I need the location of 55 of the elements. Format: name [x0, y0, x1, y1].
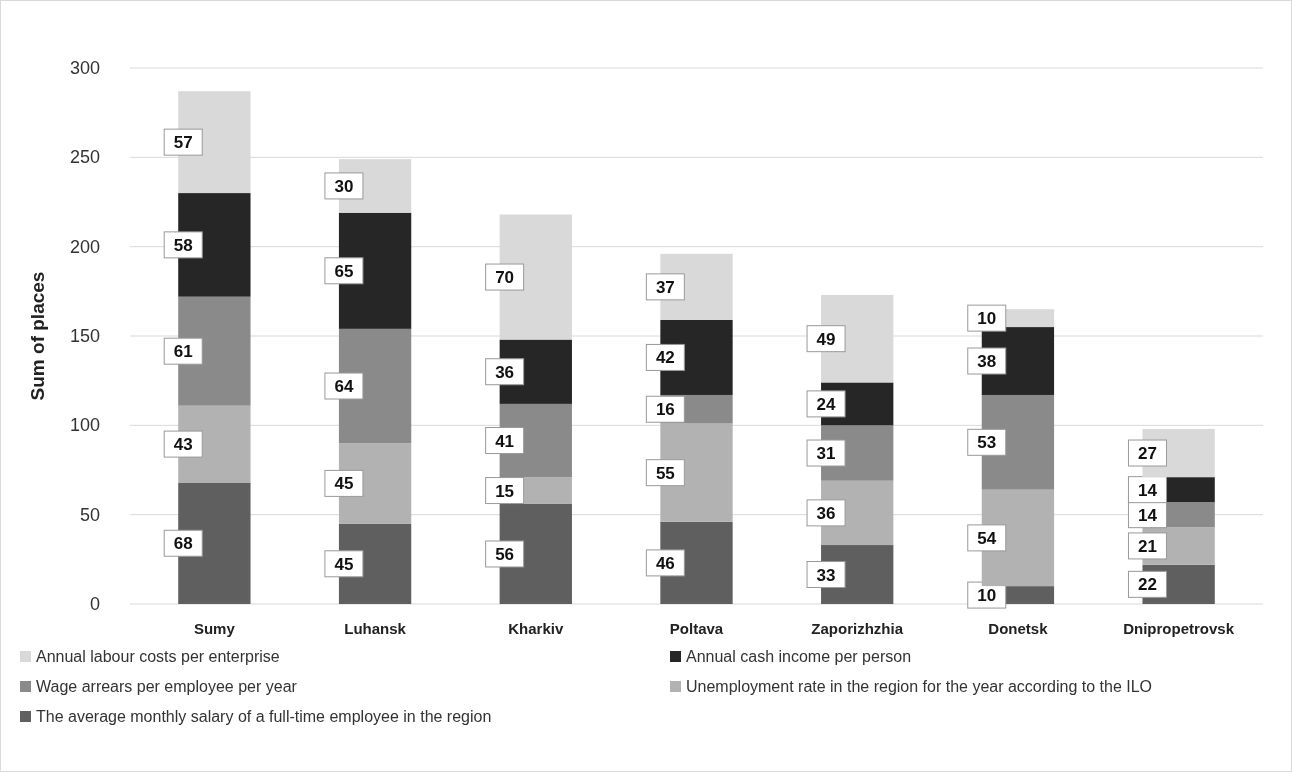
legend-label: The average monthly salary of a full-time employee in the region [36, 708, 492, 725]
x-tick-label: Dnipropetrovsk [1123, 620, 1235, 637]
y-tick-label: 250 [69, 147, 100, 168]
data-label: 65 [334, 261, 354, 281]
data-label: 22 [1138, 575, 1157, 595]
data-label: 14 [1138, 480, 1158, 500]
data-label: 38 [977, 352, 997, 372]
legend-label: Annual cash income per person [686, 648, 912, 665]
y-tick-label: 150 [69, 326, 100, 346]
data-label: 16 [655, 400, 675, 420]
y-tick-label: 0 [89, 594, 100, 614]
y-tick-label: 200 [69, 236, 100, 257]
data-label: 61 [173, 342, 193, 362]
data-label: 14 [1138, 505, 1158, 525]
x-tick-label: Kharkiv [508, 620, 564, 637]
legend-label: Annual labour costs per enterprise [36, 648, 280, 665]
data-label: 10 [977, 309, 997, 329]
data-label: 27 [1138, 444, 1157, 464]
data-label: 31 [816, 444, 836, 464]
x-tick-label: Poltava [669, 620, 724, 637]
y-axis-title: Sum of places [27, 271, 48, 401]
data-label: 37 [655, 277, 675, 297]
data-label: 10 [977, 586, 997, 606]
data-label: 64 [334, 377, 354, 397]
data-label: 46 [655, 553, 675, 573]
data-label: 33 [816, 565, 836, 585]
data-label: 57 [173, 133, 193, 153]
x-tick-label: Sumy [193, 620, 236, 637]
data-label: 21 [1138, 536, 1157, 556]
x-tick-label: Donetsk [988, 620, 1049, 637]
data-label: 55 [655, 463, 675, 483]
data-label: 58 [173, 235, 193, 255]
data-label: 41 [495, 431, 515, 451]
data-label: 54 [977, 528, 997, 548]
data-label: 15 [495, 481, 515, 501]
data-label: 30 [334, 176, 354, 196]
y-tick-label: 300 [69, 58, 100, 78]
y-tick-label: 100 [69, 415, 100, 436]
data-label: 36 [495, 362, 515, 382]
data-label: 56 [495, 544, 515, 564]
y-tick-label: 50 [79, 504, 100, 525]
data-label: 49 [816, 329, 836, 349]
data-label: 36 [816, 503, 836, 523]
data-label: 45 [334, 474, 354, 494]
data-label: 70 [495, 268, 515, 288]
data-label: 45 [334, 554, 354, 574]
legend-label: Wage arrears per employee per year [36, 678, 298, 695]
legend-label: Unemployment rate in the region for the year according to the ILO [686, 678, 1153, 695]
data-label: 42 [655, 348, 675, 368]
data-label: 53 [977, 433, 997, 453]
x-tick-label: Luhansk [344, 620, 407, 637]
data-label: 68 [173, 534, 193, 554]
data-label: 24 [816, 394, 837, 414]
data-label: 43 [173, 435, 193, 455]
x-tick-label: Zaporizhzhia [811, 620, 904, 637]
